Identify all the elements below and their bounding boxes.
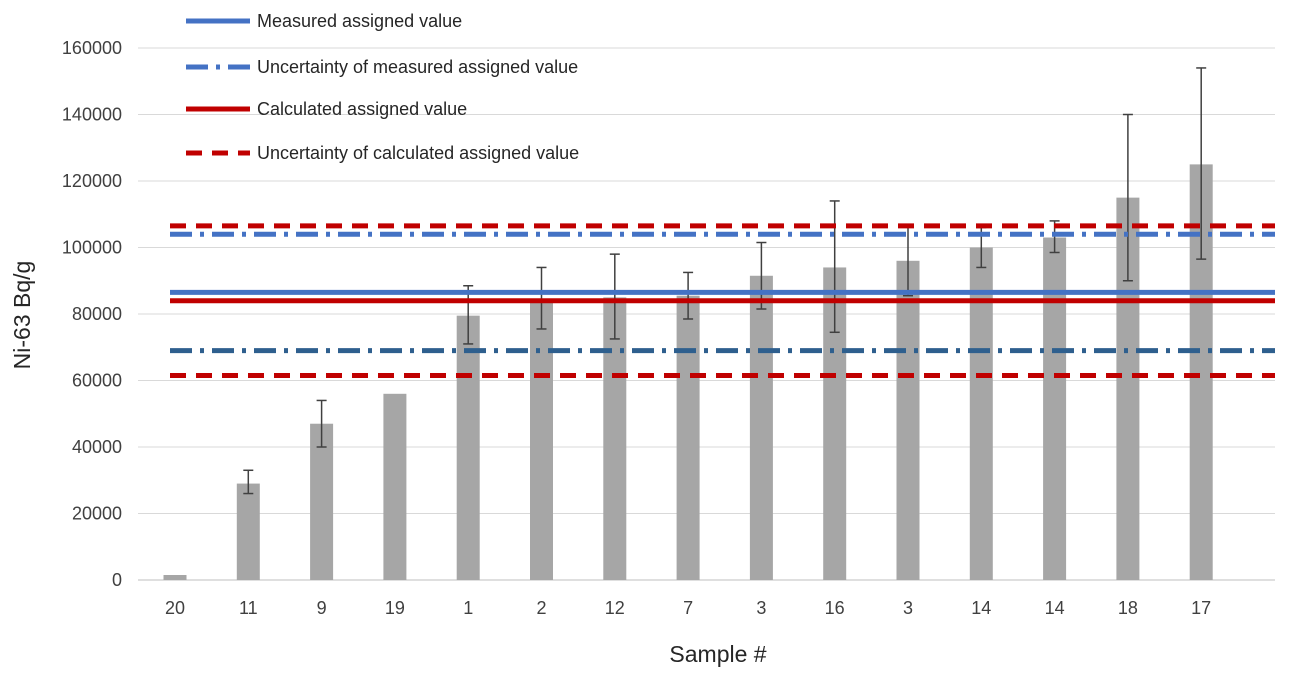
bar: [530, 299, 553, 580]
y-axis-title: Ni-63 Bq/g: [9, 261, 35, 370]
error-bar: [316, 399, 327, 448]
x-tick-label: 18: [1118, 598, 1138, 618]
error-bar: [756, 241, 767, 310]
y-tick-label: 80000: [72, 304, 122, 324]
reference-lines: [170, 223, 1275, 379]
x-tick-label: 3: [756, 598, 766, 618]
y-tick-label: 40000: [72, 437, 122, 457]
y-tick-label: 140000: [62, 105, 122, 125]
bar: [749, 275, 773, 580]
x-tick-label: 1: [463, 598, 473, 618]
bar: [310, 423, 334, 580]
legend-label-measured-uncertainty: Uncertainty of measured assigned value: [257, 57, 578, 77]
legend-label-calculated: Calculated assigned value: [257, 99, 467, 119]
x-tick-label: 2: [536, 598, 546, 618]
x-tick-label: 14: [971, 598, 991, 618]
bar: [456, 315, 480, 580]
bar: [896, 260, 920, 580]
gridlines: [138, 47, 1275, 581]
error-bar: [683, 271, 694, 320]
bar: [383, 393, 407, 580]
x-tick-label: 17: [1191, 598, 1211, 618]
y-tick-label: 160000: [62, 38, 122, 58]
x-tick-label: 3: [903, 598, 913, 618]
error-bars: [243, 67, 1207, 495]
x-axis-ticks: 20 11 9 19 1 2 12 7 3 16 3 14 14 18 17: [165, 598, 1211, 618]
error-bar: [243, 469, 254, 495]
x-tick-label: 19: [385, 598, 405, 618]
legend: Measured assigned value Uncertainty of m…: [186, 11, 579, 163]
bar: [1043, 237, 1067, 580]
y-tick-label: 100000: [62, 238, 122, 258]
bar: [236, 483, 260, 580]
bar: [676, 295, 700, 580]
error-bar: [1196, 67, 1207, 260]
bar: [823, 267, 847, 580]
legend-label-calculated-uncertainty: Uncertainty of calculated assigned value: [257, 143, 579, 163]
error-bar: [1122, 113, 1133, 282]
error-bar: [829, 200, 840, 334]
x-tick-label: 7: [683, 598, 693, 618]
error-bar: [463, 284, 474, 345]
y-tick-label: 120000: [62, 171, 122, 191]
y-tick-label: 60000: [72, 371, 122, 391]
x-tick-label: 14: [1045, 598, 1065, 618]
bar: [603, 297, 627, 580]
error-bar: [609, 253, 620, 340]
x-tick-label: 16: [825, 598, 845, 618]
x-axis-title: Sample #: [669, 641, 766, 667]
x-tick-label: 20: [165, 598, 185, 618]
legend-label-measured: Measured assigned value: [257, 11, 462, 31]
x-tick-label: 11: [239, 598, 258, 618]
bar: [969, 247, 993, 580]
y-axis-ticks: 0 20000 40000 60000 80000 100000 120000 140000 1…: [62, 38, 122, 590]
x-tick-label: 12: [605, 598, 625, 618]
y-tick-label: 20000: [72, 504, 122, 524]
bar: [163, 575, 187, 580]
x-tick-label: 9: [317, 598, 327, 618]
y-tick-label: 0: [112, 570, 122, 590]
bar: [1189, 164, 1213, 580]
